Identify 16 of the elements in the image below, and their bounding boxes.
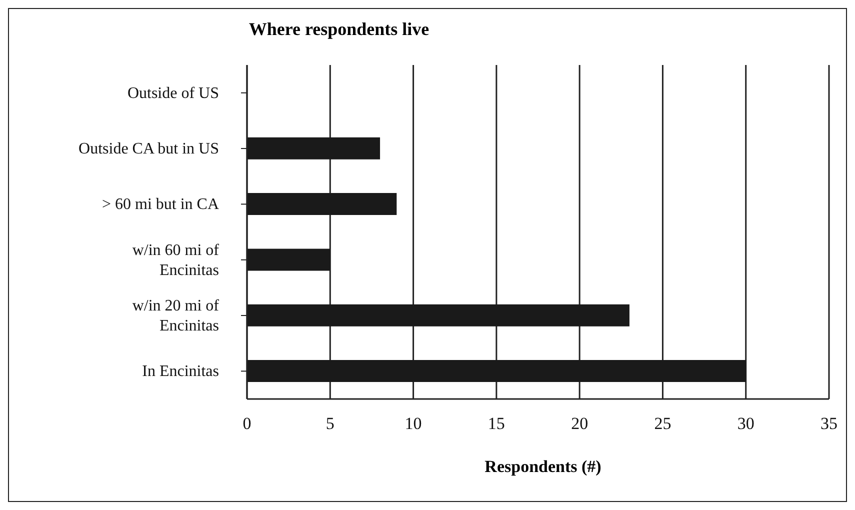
x-tick-label: 15 [488, 414, 505, 434]
y-tick-label: In Encinitas [142, 363, 219, 380]
y-tick-label: w/in 60 mi of Encinitas [132, 242, 220, 279]
x-tick-label: 20 [571, 414, 588, 434]
y-tick-label: Outside CA but in US [78, 140, 219, 158]
x-tick-label: 30 [737, 414, 754, 434]
x-tick-label: 5 [326, 414, 334, 434]
y-tick-label: w/in 20 mi of Encinitas [132, 298, 220, 334]
x-tick-label: 25 [654, 414, 672, 434]
y-tick-label: Outside of US [127, 84, 219, 102]
x-tick-label: 10 [404, 414, 422, 434]
x-tick-label: 0 [242, 414, 252, 434]
x-tick-label: 35 [820, 414, 838, 434]
y-tick-label: > 60 mi but in CA [102, 196, 220, 214]
x-axis-title: Respondents (#) [484, 457, 602, 477]
chart-title: Where respondents live [248, 19, 430, 40]
